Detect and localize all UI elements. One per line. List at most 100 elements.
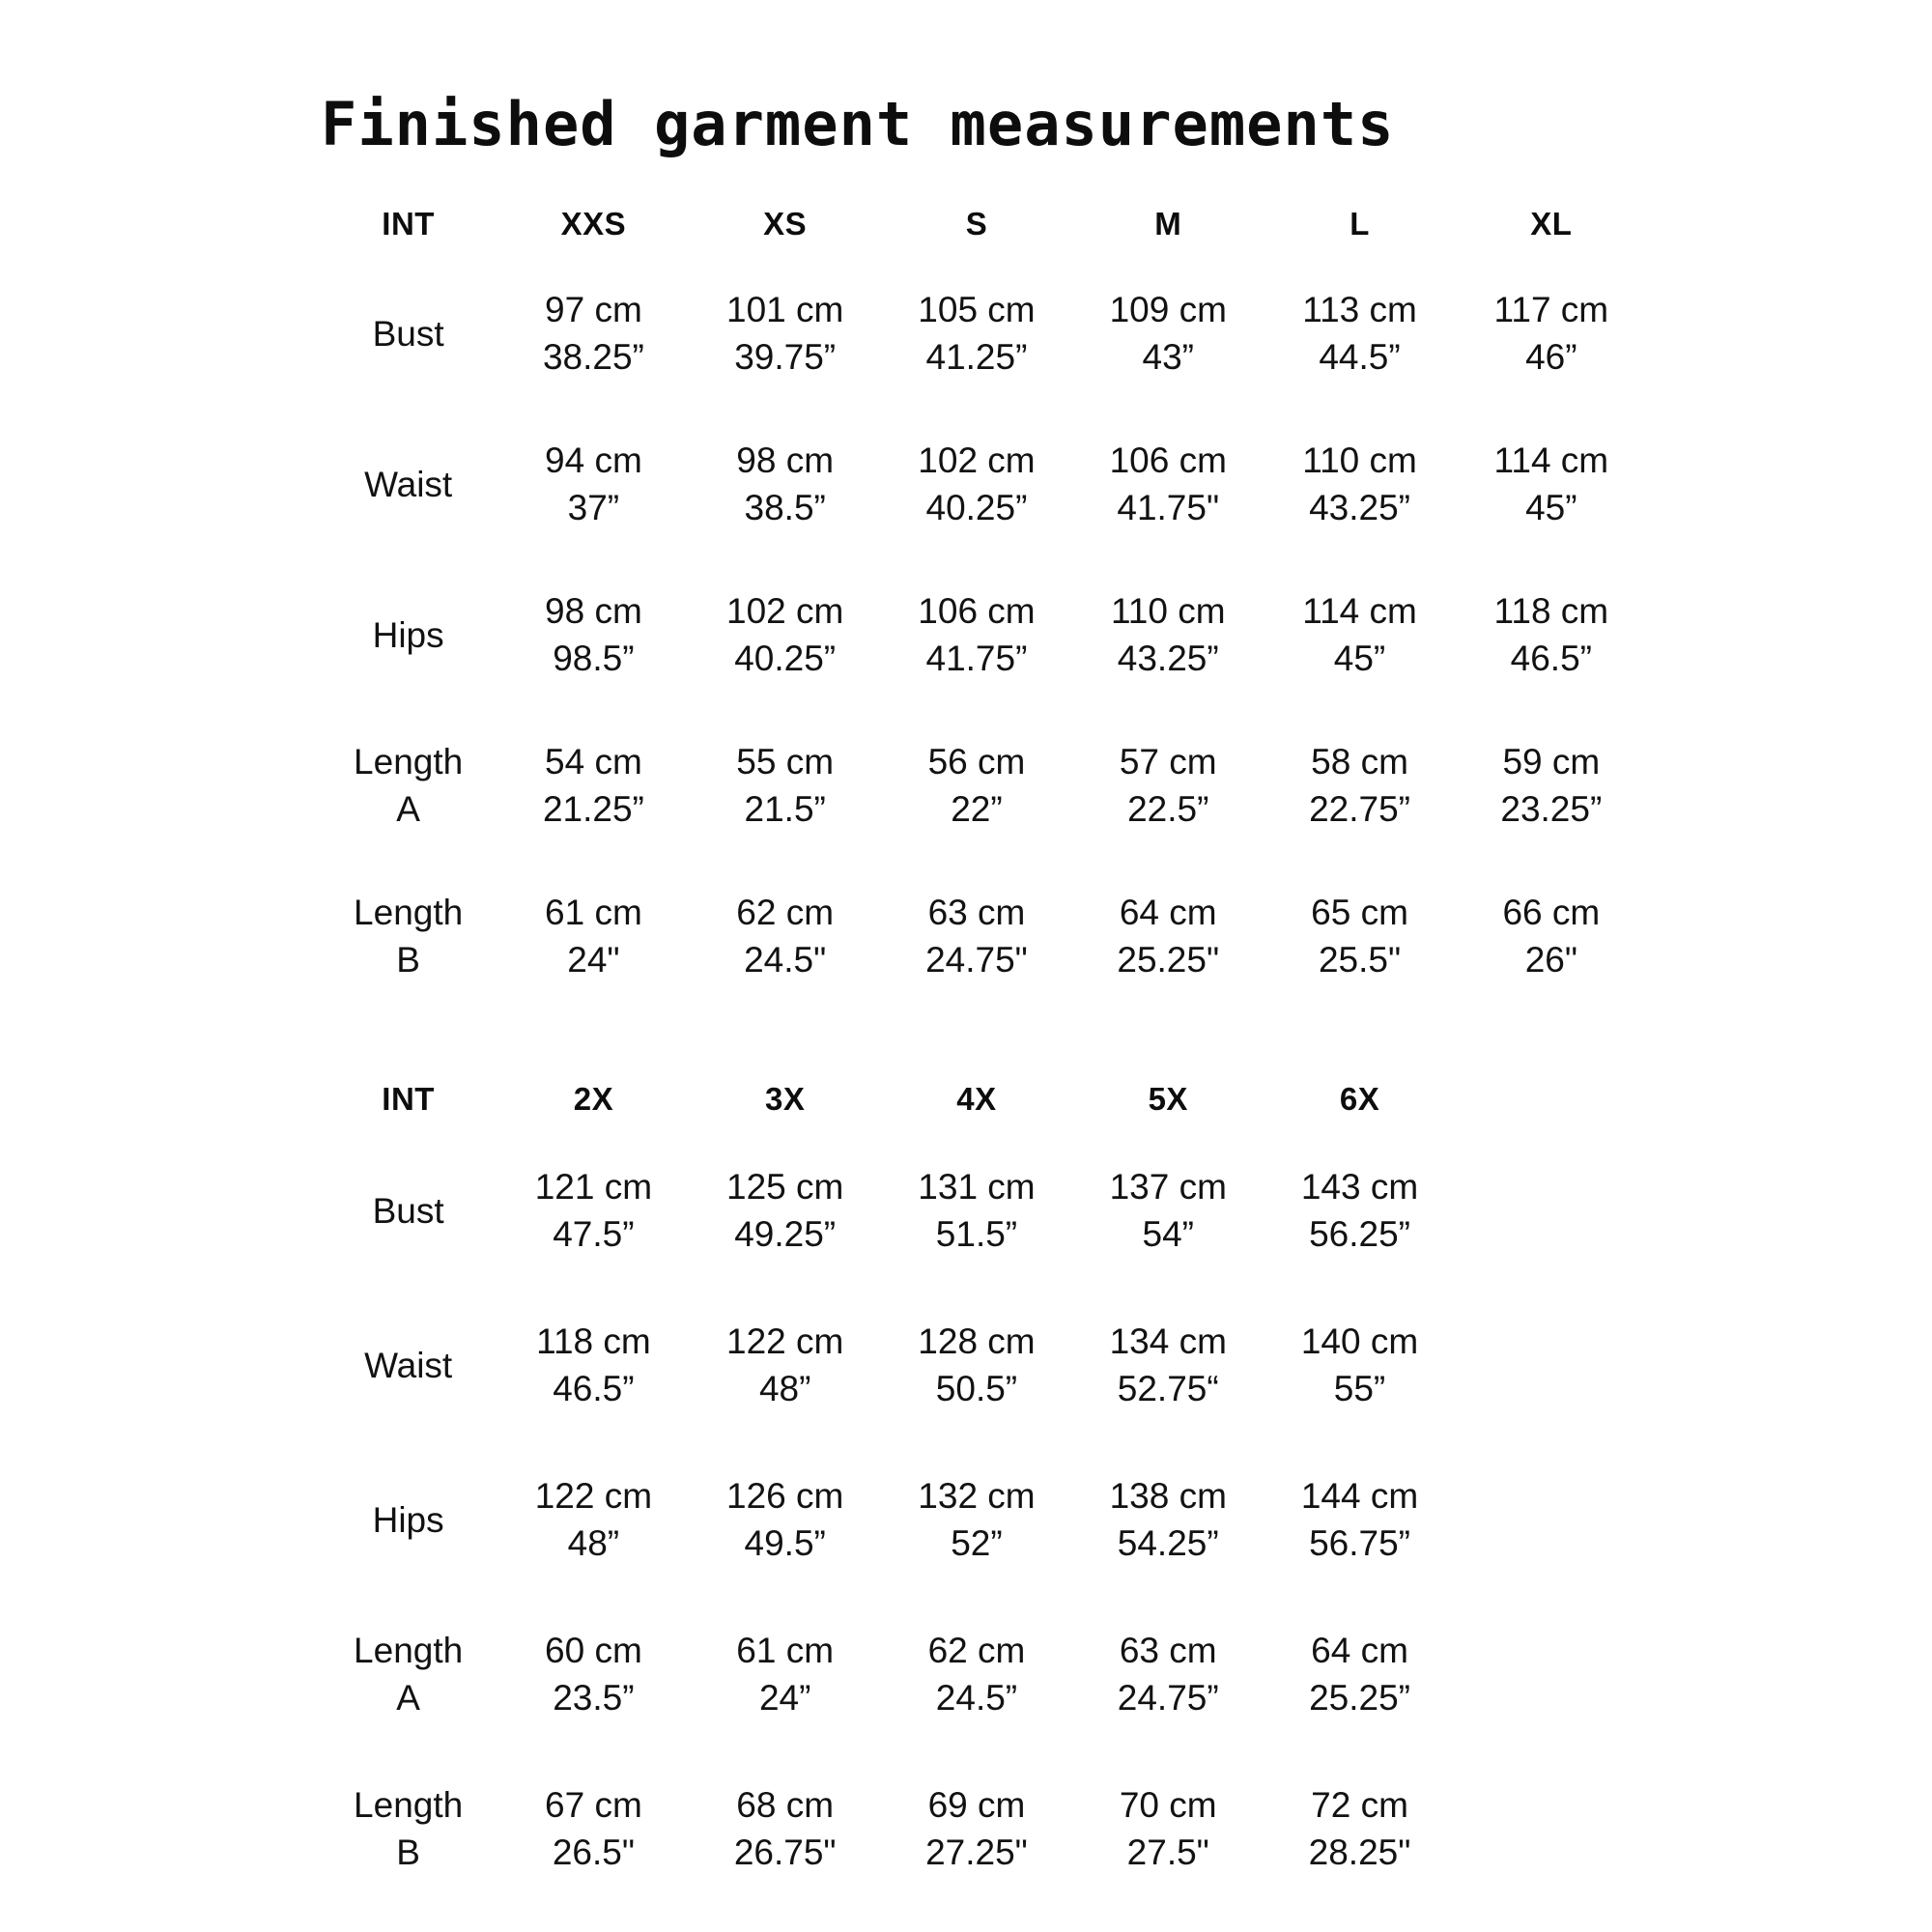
measurement-cell: 101 cm 39.75”	[690, 259, 881, 410]
measurement-cm: 105 cm	[918, 290, 1036, 330]
measurement-inches: 40.25”	[925, 488, 1028, 527]
measurement-cell: 64 cm 25.25"	[1072, 862, 1264, 1012]
table-body: Bust 121 cm 47.5” 125 cm 49.25” 131 cm 51.5” 13…	[319, 1134, 1647, 1907]
table-row: Bust 97 cm 38.25” 101 cm 39.75” 105 cm 41.25” 1…	[319, 259, 1647, 410]
measurement-cell: 62 cm 24.5"	[690, 862, 881, 1012]
measurement-inches: 24"	[567, 940, 620, 980]
measurement-cm: 110 cm	[1110, 591, 1226, 632]
row-label-line: Length	[354, 893, 464, 933]
measurement-cell: 134 cm 52.75“	[1072, 1289, 1264, 1443]
measurement-cm: 62 cm	[927, 1631, 1026, 1671]
measurement-cell: 117 cm 46”	[1456, 259, 1647, 410]
measurement-cell: 132 cm 52”	[881, 1443, 1072, 1598]
measurement-inches: 22”	[951, 789, 1003, 829]
measurement-cm: 62 cm	[736, 893, 835, 933]
measurement-inches: 56.75”	[1309, 1523, 1410, 1563]
row-label-line: Bust	[372, 313, 444, 354]
column-header-size: 2X	[573, 1081, 614, 1117]
measurement-cm: 101 cm	[726, 290, 844, 330]
measurement-cm: 144 cm	[1300, 1476, 1419, 1517]
measurement-inches: 21.25”	[542, 789, 644, 829]
measurement-cm: 106 cm	[1109, 440, 1227, 481]
measurement-inches: 22.75”	[1309, 789, 1410, 829]
measurement-cell: 56 cm 22”	[881, 711, 1072, 862]
measurement-cell: 67 cm 26.5"	[497, 1752, 689, 1907]
measurement-cm: 56 cm	[927, 742, 1026, 782]
measurement-cm: 97 cm	[545, 290, 642, 330]
table-row: Length A 54 cm 21.25” 55 cm 21.5” 56 cm 22” 57 c…	[319, 711, 1647, 862]
measurement-cell: 144 cm 56.75”	[1264, 1443, 1455, 1598]
row-label-line: Hips	[372, 614, 444, 655]
measurement-inches: 56.25”	[1309, 1214, 1410, 1254]
measurement-cell: 114 cm 45”	[1264, 560, 1455, 711]
column-header-size: XS	[763, 206, 808, 242]
row-label: Length B	[319, 862, 497, 1012]
measurement-cm: 63 cm	[927, 893, 1026, 933]
column-header-measure: INT	[382, 206, 435, 242]
row-label-line: Bust	[372, 1190, 444, 1231]
row-label: Length B	[319, 1752, 497, 1907]
measurement-cm: 63 cm	[1119, 1631, 1217, 1671]
measurement-cm: 126 cm	[726, 1476, 844, 1517]
measurement-inches: 43.25”	[1117, 639, 1219, 678]
row-label-line: A	[396, 789, 420, 829]
measurement-cm: 125 cm	[726, 1167, 844, 1208]
measurement-cell: 118 cm 46.5”	[1456, 560, 1647, 711]
row-label: Bust	[319, 259, 497, 410]
measurement-inches: 41.25”	[925, 337, 1028, 377]
measurement-cell: 64 cm 25.25”	[1264, 1598, 1455, 1752]
measurement-cell-empty	[1456, 1598, 1647, 1752]
measurement-inches: 45”	[1333, 639, 1386, 678]
measurement-inches: 26.5"	[552, 1833, 635, 1872]
measurement-cell-empty	[1456, 1752, 1647, 1907]
row-label: Hips	[319, 560, 497, 711]
table-row: Hips 98 cm 98.5” 102 cm 40.25” 106 cm 41.75” 11…	[319, 560, 1647, 711]
measurement-inches: 21.5”	[744, 789, 826, 829]
measurement-inches: 48”	[758, 1369, 811, 1408]
measurement-inches: 26.75"	[733, 1833, 837, 1872]
column-header-size: 5X	[1148, 1081, 1188, 1117]
measurement-inches: 54”	[1142, 1214, 1194, 1254]
measurement-inches: 50.5”	[935, 1369, 1018, 1408]
column-header-size: XXS	[560, 206, 627, 242]
page-title: Finished garment measurements	[321, 88, 1395, 159]
measurement-inches: 54.25”	[1117, 1523, 1219, 1563]
measurement-inches: 38.5”	[744, 488, 826, 527]
measurement-inches: 46”	[1525, 337, 1577, 377]
measurement-cell: 137 cm 54”	[1072, 1134, 1264, 1289]
measurement-cell: 63 cm 24.75"	[881, 862, 1072, 1012]
measurement-cm: 114 cm	[1493, 440, 1609, 481]
measurement-inches: 38.25”	[542, 337, 644, 377]
table-header-row: INT 2X 3X 4X 5X 6X	[319, 1065, 1647, 1134]
measurement-inches: 23.5”	[553, 1678, 635, 1718]
measurement-cm: 60 cm	[545, 1631, 642, 1671]
measurement-cell: 65 cm 25.5"	[1264, 862, 1455, 1012]
measurement-cell: 61 cm 24”	[690, 1598, 881, 1752]
measurement-cell: 125 cm 49.25”	[690, 1134, 881, 1289]
measurement-cell-empty	[1456, 1134, 1647, 1289]
measurement-cell: 72 cm 28.25"	[1264, 1752, 1455, 1907]
row-label-line: Length	[354, 1631, 464, 1671]
measurement-cell: 131 cm 51.5”	[881, 1134, 1072, 1289]
row-label-line: Hips	[372, 1499, 444, 1540]
measurement-cell: 57 cm 22.5”	[1072, 711, 1264, 862]
row-label-line: Waist	[364, 1345, 453, 1385]
measurement-cell: 106 cm 41.75"	[1072, 410, 1264, 560]
measurement-cell: 128 cm 50.5”	[881, 1289, 1072, 1443]
measurement-cell: 114 cm 45”	[1456, 410, 1647, 560]
measurement-cm: 109 cm	[1109, 290, 1227, 330]
measurement-cm: 66 cm	[1502, 893, 1601, 933]
measurement-inches: 46.5”	[1510, 639, 1592, 678]
row-label-line: B	[396, 1833, 420, 1872]
column-header-size: S	[965, 206, 988, 242]
measurement-cell: 68 cm 26.75"	[690, 1752, 881, 1907]
measurement-inches: 43.25”	[1309, 488, 1410, 527]
measurement-cell: 54 cm 21.25”	[497, 711, 689, 862]
measurement-cm: 128 cm	[918, 1321, 1036, 1362]
measurement-cm: 57 cm	[1119, 742, 1217, 782]
column-header-size: 3X	[765, 1081, 806, 1117]
measurement-inches: 40.25”	[734, 639, 837, 678]
measurement-cell: 102 cm 40.25”	[690, 560, 881, 711]
measurement-cell: 122 cm 48”	[690, 1289, 881, 1443]
measurement-inches: 24.5”	[935, 1678, 1018, 1718]
